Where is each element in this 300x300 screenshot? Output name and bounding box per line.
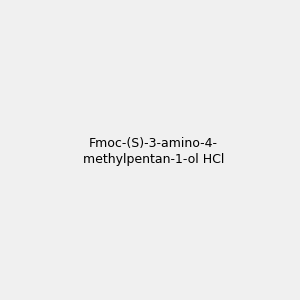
Text: Fmoc-(S)-3-amino-4-
methylpentan-1-ol HCl: Fmoc-(S)-3-amino-4- methylpentan-1-ol HC… — [83, 137, 224, 166]
